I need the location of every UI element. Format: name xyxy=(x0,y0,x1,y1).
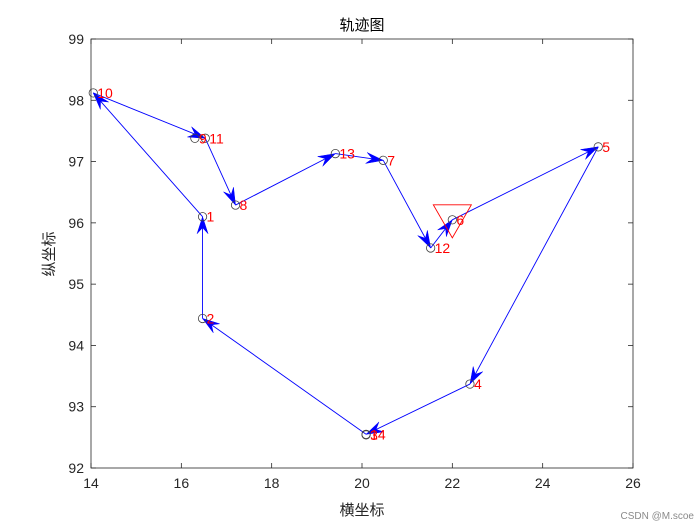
point-label: 8 xyxy=(240,197,248,213)
point-marker xyxy=(88,88,98,98)
y-tick-labels: 92 93 94 95 96 97 98 99 xyxy=(68,31,84,476)
route-arrowhead xyxy=(317,153,337,167)
route-segment xyxy=(452,146,599,221)
point-marker xyxy=(200,133,210,143)
route-arrowhead xyxy=(469,366,484,385)
y-tick-label: 97 xyxy=(68,154,84,170)
route-arrowhead xyxy=(92,92,109,110)
route-arrowhead xyxy=(417,230,432,249)
route-segment xyxy=(382,160,432,249)
route-segment xyxy=(92,92,203,218)
x-tick-label: 16 xyxy=(174,475,190,491)
x-tick-label: 20 xyxy=(354,475,370,491)
y-tick-label: 95 xyxy=(68,276,84,292)
y-tick-label: 94 xyxy=(68,337,84,353)
x-tick-label: 18 xyxy=(264,475,280,491)
point-label: 14 xyxy=(370,426,386,442)
point-marker xyxy=(197,313,208,324)
point-label: 10 xyxy=(97,85,113,101)
y-tick-label: 96 xyxy=(68,215,84,231)
route-arrowhead xyxy=(223,187,236,206)
chart-title: 轨迹图 xyxy=(339,16,384,34)
point-markers xyxy=(88,88,603,440)
x-tick-label: 14 xyxy=(83,475,99,491)
y-tick-label: 92 xyxy=(68,460,84,476)
point-label: 7 xyxy=(387,152,395,168)
route-arrowhead xyxy=(580,146,599,160)
start-triangle-marker xyxy=(432,204,473,239)
route-path xyxy=(92,92,599,435)
point-marker xyxy=(330,149,340,159)
route-segment xyxy=(365,383,471,435)
point-label: 11 xyxy=(209,130,224,146)
x-tick-label: 24 xyxy=(535,475,551,491)
axes xyxy=(90,38,634,469)
y-tick-label: 99 xyxy=(68,31,84,47)
point-label: 3 xyxy=(370,427,378,443)
route-segment xyxy=(235,153,336,206)
point-marker xyxy=(230,200,241,210)
route-segment xyxy=(204,138,236,206)
point-marker xyxy=(447,215,457,225)
point-label: 9 xyxy=(199,130,207,146)
point-marker xyxy=(190,133,200,143)
route-segment xyxy=(202,318,367,435)
y-tick-label: 98 xyxy=(68,92,84,108)
plot-area xyxy=(91,39,633,468)
x-tick-label: 22 xyxy=(445,475,461,491)
point-marker xyxy=(465,379,475,389)
point-label: 2 xyxy=(207,310,215,326)
route-arrowhead xyxy=(196,215,209,234)
route-arrowhead xyxy=(201,317,220,333)
x-tick-label: 26 xyxy=(625,475,641,491)
y-tick-label: 93 xyxy=(68,399,84,415)
point-marker xyxy=(426,243,436,253)
point-label: 1 xyxy=(207,209,215,225)
y-axis-title: 纵坐标 xyxy=(40,231,58,276)
point-marker xyxy=(593,142,603,152)
point-marker xyxy=(197,212,208,222)
point-label: 6 xyxy=(456,212,464,228)
route-segment xyxy=(93,92,206,139)
point-marker xyxy=(378,155,388,165)
point-label: 5 xyxy=(602,139,610,155)
watermark: CSDN @M.scoe xyxy=(620,511,695,522)
x-tick-labels: 14 16 18 20 22 24 26 xyxy=(83,475,641,491)
point-label: 13 xyxy=(339,146,355,162)
point-marker xyxy=(361,429,371,439)
point-label: 4 xyxy=(474,376,482,392)
route-arrowhead xyxy=(365,421,384,435)
x-axis-title: 横坐标 xyxy=(339,501,384,519)
point-label: 12 xyxy=(435,240,451,256)
route-segment xyxy=(469,146,599,385)
